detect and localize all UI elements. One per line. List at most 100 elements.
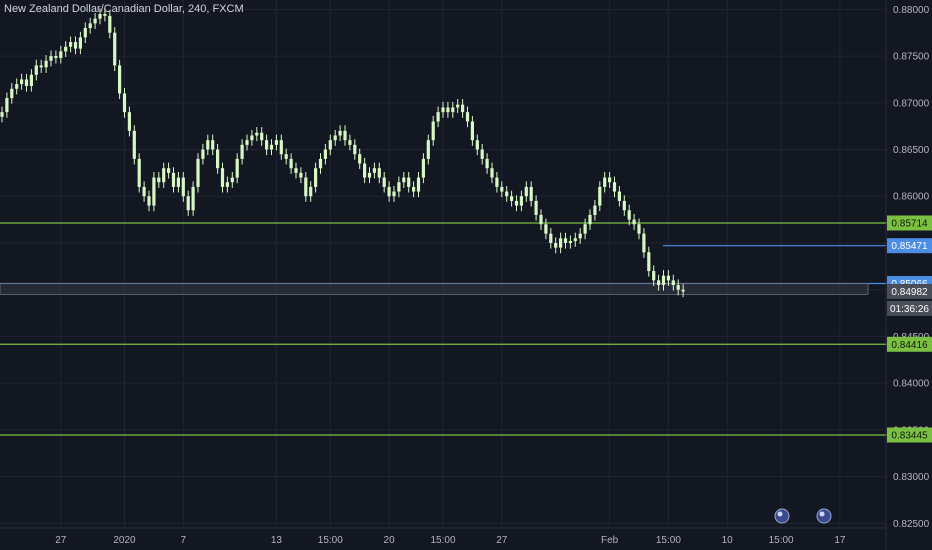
candle-body [372,168,376,173]
candle-body [333,135,337,141]
candle-body [465,112,470,122]
candle-body [186,196,190,211]
candle-body [83,28,87,38]
candle-body [593,205,597,215]
price-axis[interactable]: 0.825000.830000.835000.840000.845000.850… [893,5,930,530]
time-tick-label: 27 [55,535,67,546]
candle-body [137,158,141,187]
candle-body [147,196,151,206]
candle-body [191,186,195,211]
candle-body [652,271,656,281]
candle-body [353,144,357,155]
candle-body [657,280,661,286]
price-tick-label: 0.88000 [893,5,930,16]
event-markers[interactable] [774,508,832,524]
candle-body [480,149,484,159]
time-axis[interactable]: 27 2020 7 13 15:00 20 15:00 27 Feb 15:00 10 15:00 17 [55,535,846,546]
economic-event-icon[interactable] [816,508,832,524]
candle-body [127,112,131,131]
candle-body [485,158,489,169]
current-price-band [0,283,869,295]
candle-body [216,149,220,169]
candle-body [514,200,519,206]
candle-body [387,186,391,197]
candle-body [382,177,386,187]
candle-body [235,158,239,178]
candle-body [397,182,401,192]
candle-body [122,93,127,113]
candle-body [603,177,607,187]
candle-body [617,191,621,201]
candle-body [201,149,205,159]
time-tick-label: 13 [271,535,283,546]
candle-body [377,168,381,178]
candle-body [196,158,200,187]
candle-body [78,37,82,49]
price-tick-label: 0.87000 [893,98,930,109]
candle-body [211,140,215,150]
candle-body [64,46,68,52]
candle-body [0,112,4,117]
time-tick-label: 27 [496,535,508,546]
candle-body [421,158,425,178]
current-price-tag: 0.84982 [891,287,928,298]
candle-body [93,18,97,24]
candle-body [157,177,161,183]
candle-body [343,130,347,141]
candle-body [642,233,646,253]
candle-body [358,154,362,164]
candle-body [171,172,176,187]
economic-event-icon-highlight [819,511,825,517]
candle-body [426,140,430,159]
candle-body [274,140,278,145]
economic-event-icon[interactable] [774,508,790,524]
candle-body [15,84,19,89]
candle-body [54,56,58,58]
current-price-tag-bg [887,283,932,299]
candle-body [475,140,479,150]
candle-body [299,172,303,178]
candle-body [176,177,180,187]
level-tag-0.83445: 0.83445 [891,431,928,442]
time-tick-label: 7 [181,535,187,546]
candle-body [279,140,283,155]
candle-body [338,130,342,136]
candle-body [98,14,102,19]
candle-body [529,186,533,201]
candle-body [44,60,48,68]
candle-body [446,107,450,113]
candle-body [118,65,122,94]
candle-body [265,140,269,150]
candle-body [612,182,617,192]
candle-body [309,186,313,197]
candle-body [490,168,494,178]
candle-body [451,107,455,113]
candle-body [152,177,156,206]
candle-body [632,219,636,225]
candle-body [622,200,626,211]
candle-body [230,177,234,183]
candle-body [284,154,288,159]
candle-body [549,233,553,243]
candle-body [583,224,587,234]
chart-grid [0,0,886,528]
countdown-bg [887,300,932,316]
candle-body [661,275,666,286]
price-tags: 0.857140.854710.850660.844160.834450.849… [887,215,932,443]
candle-body [416,177,421,192]
candle-body [39,65,43,68]
time-tick-label: 15:00 [430,535,455,546]
candle-body [59,51,63,58]
candle-body [519,196,523,206]
horizontal-levels [0,222,932,436]
candle-body [676,285,680,290]
candle-body [162,168,166,183]
economic-event-icon-highlight [777,511,783,517]
candle-body [544,224,548,234]
candle-body [269,144,274,150]
candle-body [436,112,440,122]
level-tag-0.85471: 0.85471 [891,241,928,252]
candle-body [348,140,352,145]
candle-body [24,79,29,86]
